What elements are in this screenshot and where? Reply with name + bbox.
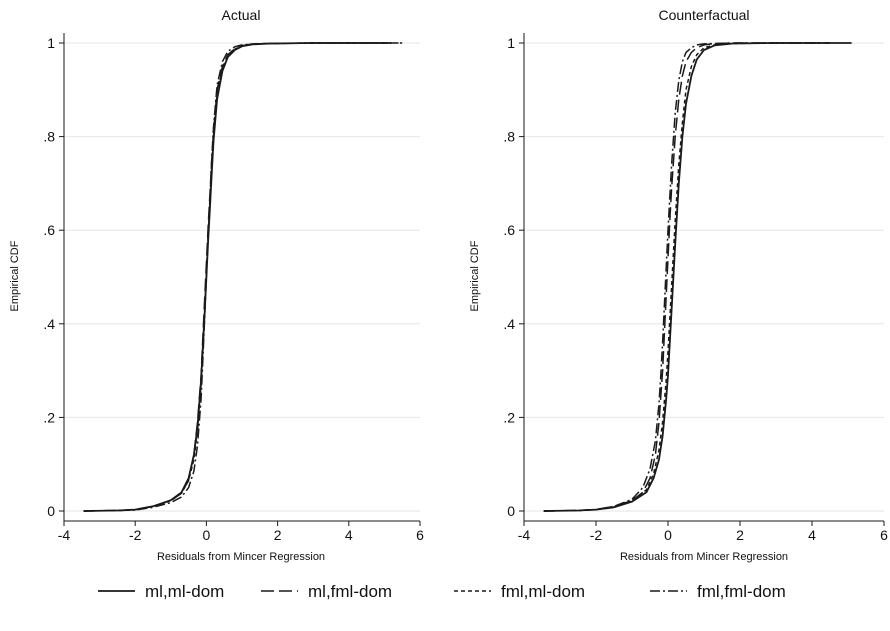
panel-title: Actual [222, 7, 261, 23]
x-tick-label: -4 [518, 527, 531, 543]
x-ticks: -4 -2 0 2 4 6 [58, 521, 424, 543]
y-tick-label: .4 [43, 316, 55, 332]
y-ticks: 0 .2 .4 .6 .8 1 [43, 35, 64, 519]
y-tick-label: 0 [507, 503, 515, 519]
y-tick-label: .2 [503, 409, 515, 425]
series-line-ml-ml-dom [543, 42, 852, 512]
legend-label: ml,ml-dom [145, 582, 224, 601]
x-tick-label: -4 [58, 527, 71, 543]
y-ticks: 0 .2 .4 .6 .8 1 [503, 35, 524, 519]
legend: ml,ml-dom ml,fml-dom fml,ml-dom fml,fml-dom [98, 582, 786, 601]
x-tick-label: 4 [808, 527, 816, 543]
x-tick-label: 0 [203, 527, 211, 543]
y-axis-label: Empirical CDF [469, 240, 481, 311]
y-tick-label: .6 [503, 222, 515, 238]
y-tick-label: .8 [503, 129, 515, 145]
series-line-fml-fml-dom [83, 42, 399, 512]
x-tick-label: 0 [664, 527, 672, 543]
x-axis-label: Residuals from Mincer Regression [620, 551, 788, 563]
series-lines [543, 42, 852, 512]
x-axis-label: Residuals from Mincer Regression [157, 551, 325, 563]
grid-lines [524, 42, 884, 512]
legend-label: fml,ml-dom [501, 582, 585, 601]
y-tick-label: .2 [43, 409, 55, 425]
x-tick-label: 2 [274, 527, 282, 543]
panel-title: Counterfactual [658, 7, 749, 23]
series-line-fml-fml-dom [543, 42, 830, 512]
x-tick-label: 2 [736, 527, 744, 543]
x-tick-label: 4 [345, 527, 353, 543]
y-tick-label: 0 [47, 503, 55, 519]
x-tick-label: -2 [590, 527, 603, 543]
x-tick-label: 6 [880, 527, 888, 543]
x-tick-label: 6 [416, 527, 424, 543]
y-tick-label: 1 [507, 35, 515, 51]
legend-label: ml,fml-dom [308, 582, 392, 601]
y-tick-label: .6 [43, 222, 55, 238]
axes [523, 33, 884, 522]
y-tick-label: 1 [47, 35, 55, 51]
legend-label: fml,fml-dom [697, 582, 786, 601]
x-ticks: -4 -2 0 2 4 6 [518, 521, 888, 543]
counterfactual-panel: Counterfactual Empirical CDF Residuals f… [469, 7, 888, 563]
y-tick-label: .4 [503, 316, 515, 332]
actual-panel: Actual Empirical CDF Residuals from Minc… [9, 7, 424, 563]
y-tick-label: .8 [43, 129, 55, 145]
axes [63, 33, 420, 522]
x-tick-label: -2 [129, 527, 142, 543]
y-axis-label: Empirical CDF [9, 240, 21, 311]
series-lines [83, 42, 403, 512]
